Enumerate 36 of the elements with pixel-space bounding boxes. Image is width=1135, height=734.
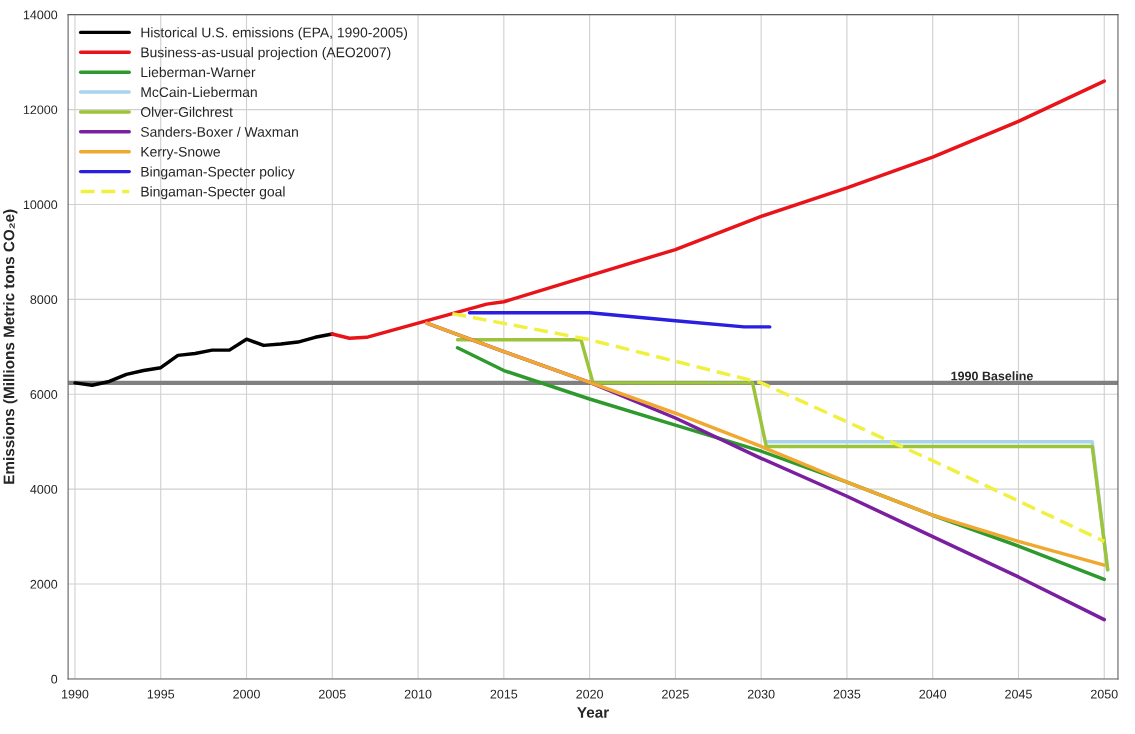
ref-line-label: 1990 Baseline	[951, 371, 1033, 381]
x-tick-label: 1990	[62, 689, 89, 699]
line-series	[450, 311, 1106, 544]
y-tick-label: 6000	[30, 390, 58, 399]
legend-label: Bingaman-Specter goal	[141, 186, 285, 200]
legend-label: Olver-Gilchrest	[140, 106, 233, 117]
y-tick-label: 14000	[23, 10, 58, 20]
y-tick-label: 2000	[30, 579, 58, 589]
x-tick-label: 2015	[490, 689, 518, 699]
legend-label: Lieberman-Warner	[141, 66, 256, 78]
legend-label: Kerry-Snowe	[141, 146, 220, 160]
y-axis-title: Emissions (Millions Metric tons CO₂e)	[3, 209, 18, 484]
x-tick-label: 2040	[919, 689, 947, 699]
x-tick-label: 2045	[1005, 689, 1032, 699]
x-tick-label: 2010	[404, 689, 432, 699]
y-tick-label: 10000	[23, 200, 58, 210]
x-tick-label: 2050	[1090, 689, 1118, 699]
x-tick-label: 2030	[747, 689, 775, 699]
legend-label: McCain-Lieberman	[141, 86, 257, 98]
x-tick-label: 1995	[147, 689, 175, 699]
y-tick-label: 8000	[30, 295, 58, 305]
x-axis-title: Year	[577, 707, 609, 718]
line-series	[330, 79, 1106, 341]
y-tick-label: 12000	[23, 105, 58, 115]
legend-label: Historical U.S. emissions (EPA, 1990-2005)	[141, 27, 408, 41]
legend-label: Sanders-Boxer / Waxman	[140, 126, 298, 137]
x-tick-label: 2020	[576, 689, 604, 699]
legend-label: Bingaman-Specter policy	[141, 166, 295, 180]
x-tick-label: 2005	[319, 689, 346, 699]
line-series	[73, 332, 335, 387]
x-tick-label: 2000	[233, 689, 260, 699]
legend-label: Business-as-usual projection (AEO2007)	[141, 47, 391, 61]
y-tick-label: 0	[51, 674, 58, 684]
x-tick-label: 2025	[662, 689, 689, 699]
x-tick-label: 2035	[833, 689, 861, 699]
y-tick-label: 4000	[30, 484, 58, 494]
